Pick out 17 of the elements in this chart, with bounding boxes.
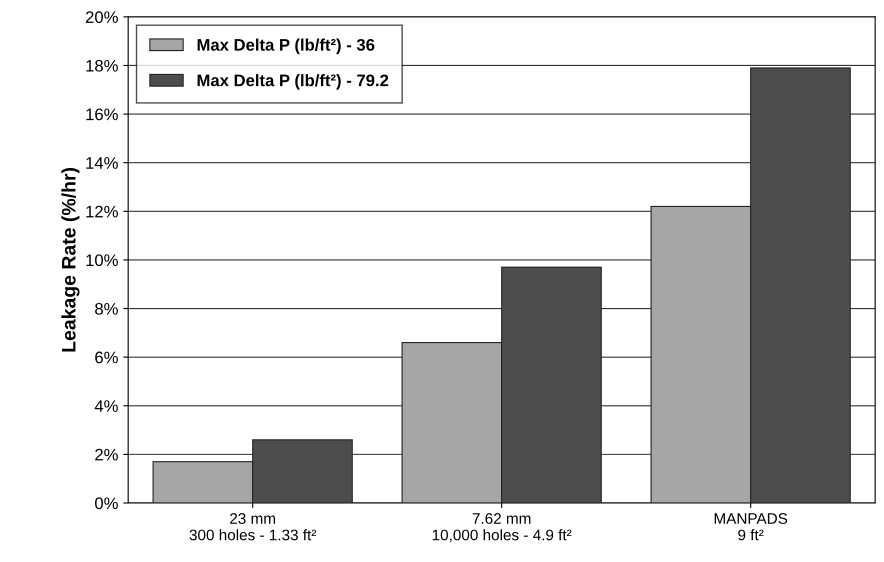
y-tick-label: 16% (86, 108, 118, 120)
legend-label: Max Delta P (lb/ft²) - 79.2 (198, 74, 388, 90)
y-tick-label: 20% (86, 11, 118, 24)
y-tick-label: 0% (95, 497, 118, 510)
y-tick-label: 18% (86, 60, 118, 72)
y-tick-label: 4% (94, 400, 118, 412)
y-tick-label: 8% (95, 302, 118, 315)
y-tick-label: 2% (95, 448, 118, 461)
x-tick-label: MANPADS 9 ft² (714, 513, 788, 540)
x-tick-label: 7.62 mm 10,000 holes - 4.9 ft² (432, 513, 572, 542)
y-tick-label: 10% (86, 254, 118, 266)
y-axis-title: Leakage Rate (%/hr) (61, 168, 80, 352)
x-tick-label: 23 mm 300 holes - 1.33 ft² (190, 513, 316, 540)
legend-label: Max Delta P (lb/ft²) - 36 (198, 38, 374, 54)
y-tick-label: 12% (86, 206, 118, 218)
y-tick-label: 6% (95, 352, 118, 364)
y-tick-label: 14% (86, 157, 118, 169)
